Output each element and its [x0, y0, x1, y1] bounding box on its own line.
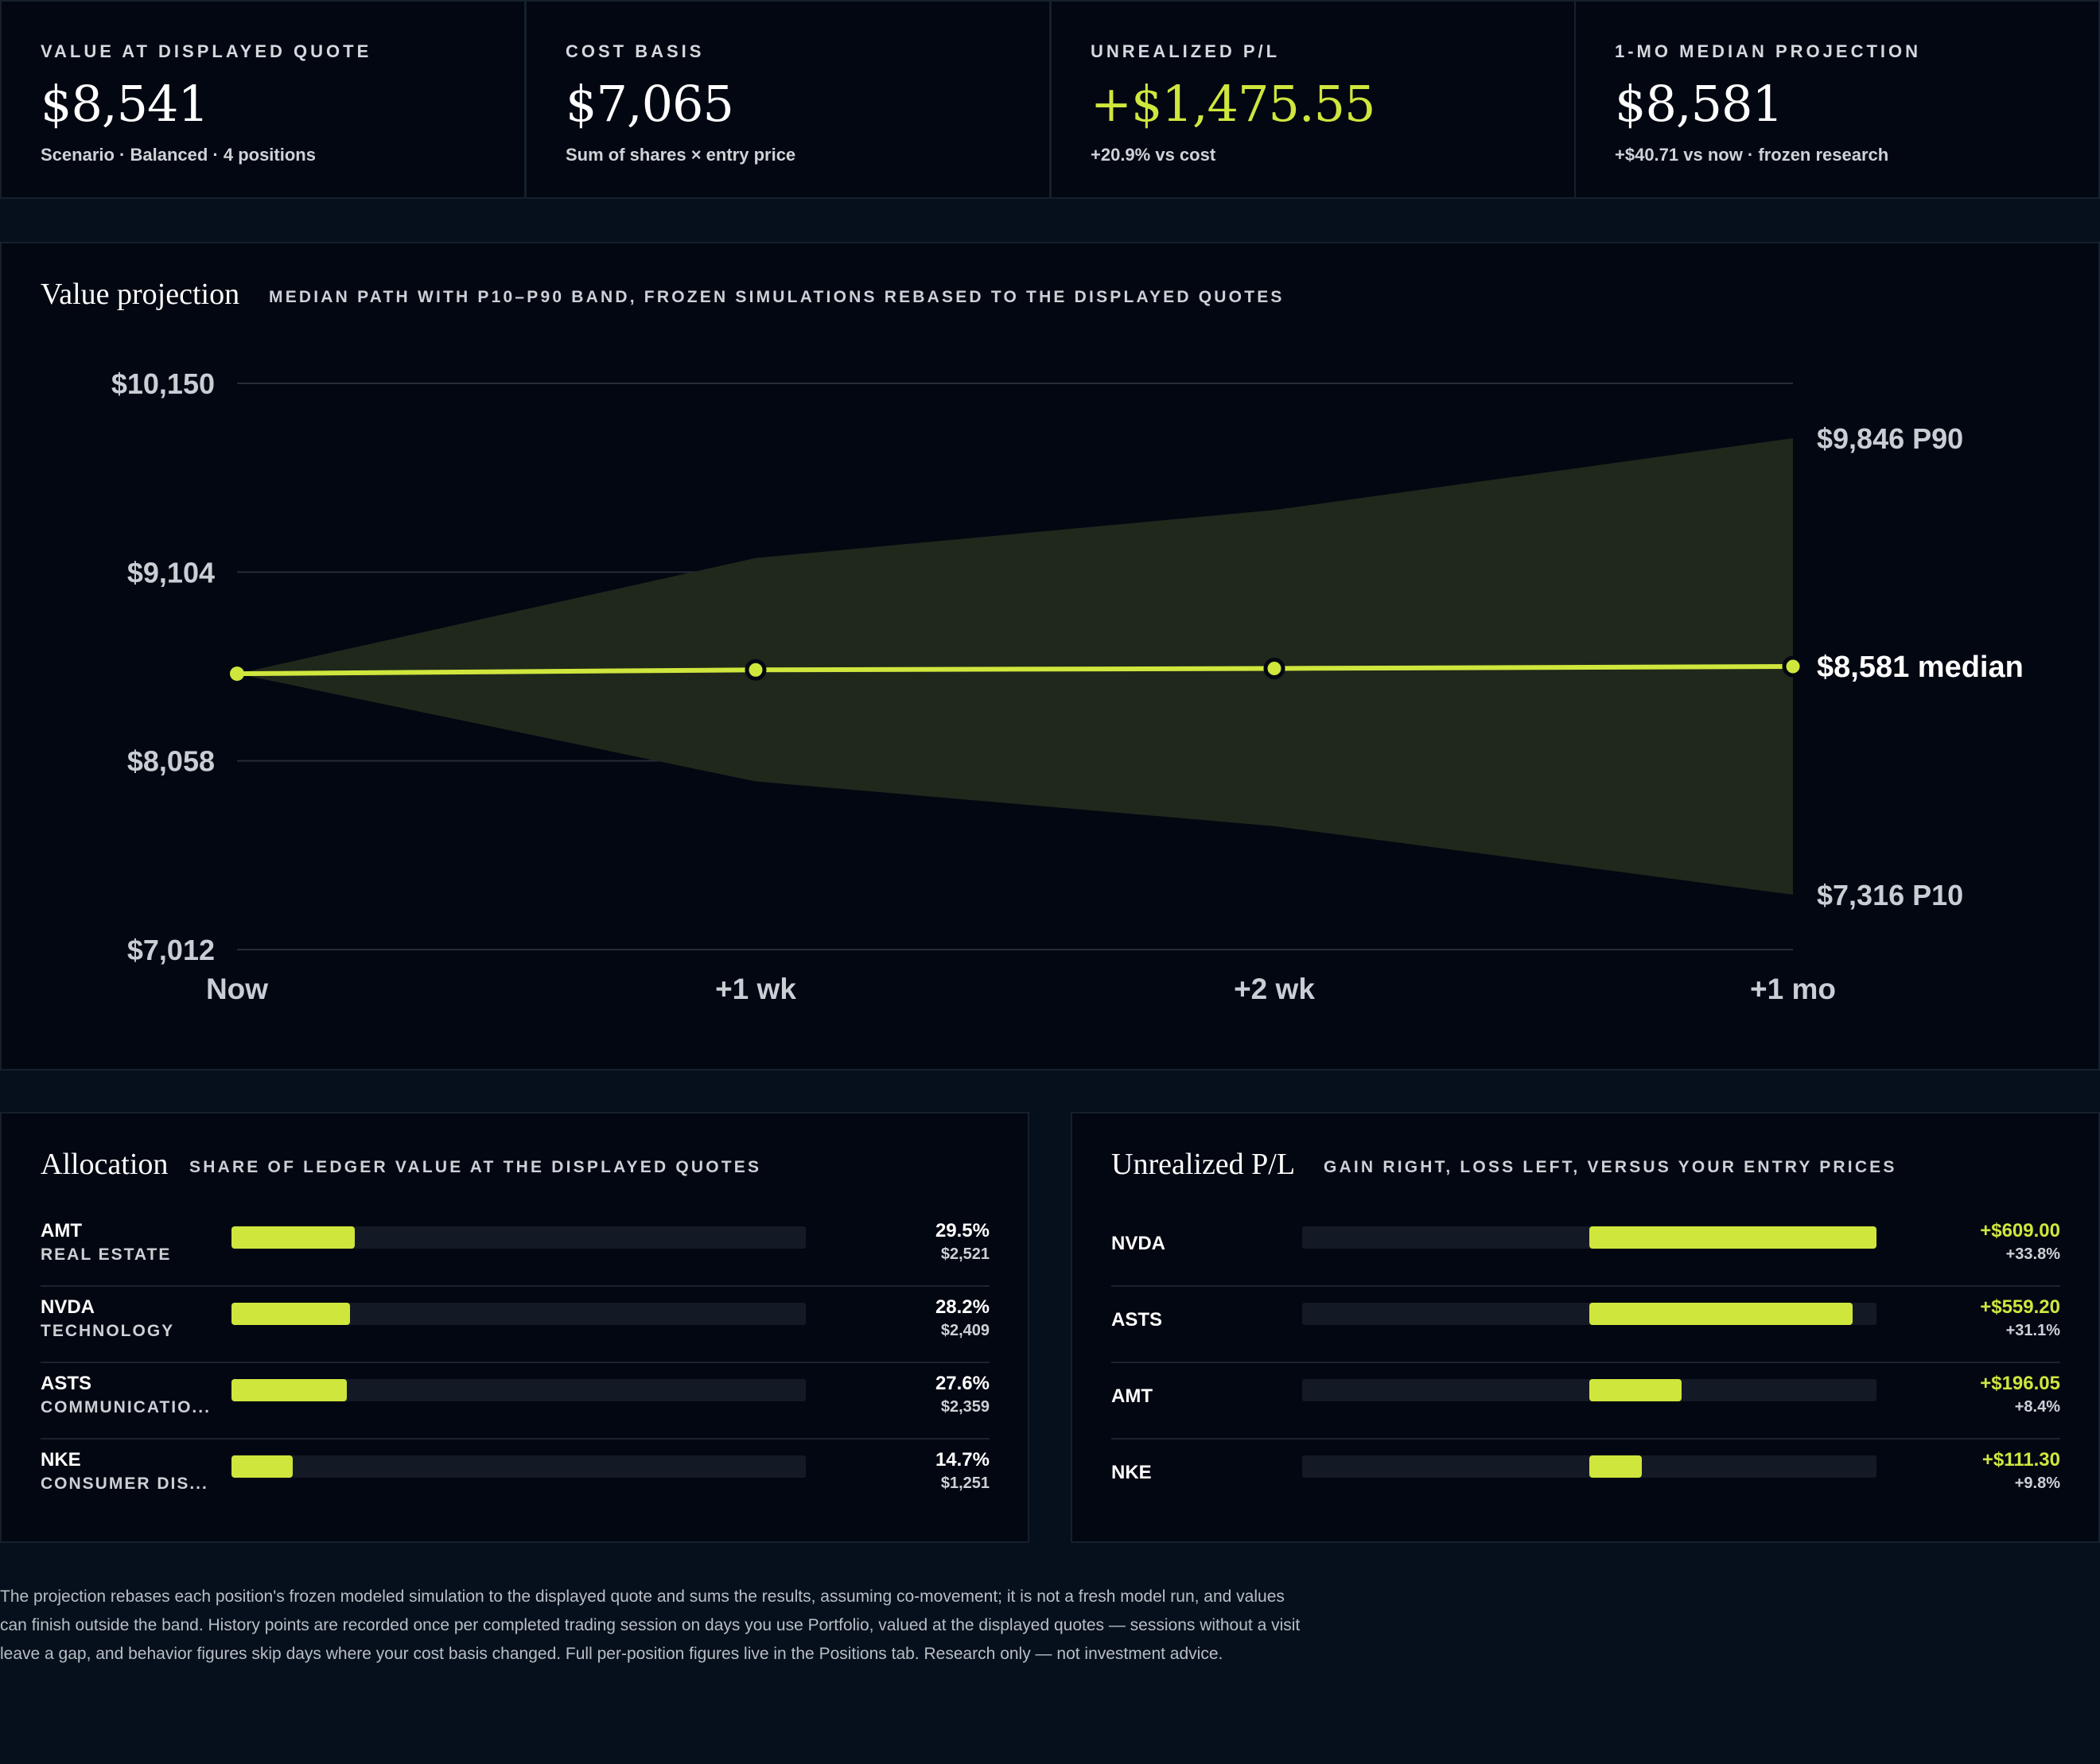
- allocation-row: NVDA TECHNOLOGY 28.2% $2,409: [2, 1292, 1028, 1368]
- ticker: NVDA: [1111, 1233, 1166, 1254]
- kpi-label: Unrealized P/L: [1091, 41, 1281, 61]
- pl-bar-fill: [1589, 1303, 1853, 1325]
- pl-bar-fill: [1589, 1455, 1642, 1478]
- y-tick-label: $7,012: [127, 934, 215, 966]
- kpi-sub: +20.9% vs cost: [1091, 145, 1216, 165]
- value-projection-panel: Value projection Median path with P10–P9…: [0, 242, 2100, 1070]
- x-tick-label: Now: [206, 973, 268, 1005]
- allocation-bar-track: [231, 1455, 806, 1478]
- pl-amount: +$196.05: [1980, 1373, 2060, 1394]
- row-divider: [41, 1362, 990, 1363]
- allocation-row: NKE CONSUMER DIS... 14.7% $1,251: [2, 1444, 1028, 1521]
- row-divider: [41, 1438, 990, 1440]
- kpi-label: 1-mo median projection: [1615, 41, 1922, 61]
- allocation-pct: 29.5%: [935, 1220, 990, 1241]
- kpi-sub: Scenario · Balanced · 4 positions: [41, 145, 316, 165]
- y-tick-label: $9,104: [127, 556, 215, 589]
- row-divider: [41, 1285, 990, 1287]
- sector: COMMUNICATIO...: [41, 1398, 211, 1416]
- kpi-value: $8,541: [41, 75, 209, 133]
- pl-amount: +$609.00: [1980, 1220, 2060, 1241]
- allocation-bar-fill: [231, 1455, 293, 1478]
- allocation-bar-fill: [231, 1379, 347, 1401]
- kpi-value: $7,065: [566, 75, 734, 133]
- median-point: [230, 666, 244, 682]
- ticker: NKE: [1111, 1462, 1152, 1483]
- allocation-panel: Allocation Share of ledger value at the …: [0, 1112, 1029, 1543]
- projection-chart: $10,150 $9,104 $8,058 $7,012 Now +1 wk +2 wk +…: [111, 367, 2024, 1005]
- p10-p90-band: [237, 437, 1793, 896]
- pl-pct: +9.8%: [2014, 1475, 2060, 1492]
- allocation-row: AMT REAL ESTATE 29.5% $2,521: [2, 1215, 1028, 1292]
- ticker: AMT: [1111, 1385, 1153, 1407]
- pl-bar-fill: [1589, 1226, 1876, 1249]
- ticker: NVDA: [41, 1296, 95, 1318]
- row-divider: [1111, 1438, 2060, 1440]
- kpi-sub: Sum of shares × entry price: [566, 145, 796, 165]
- row-divider: [1111, 1362, 2060, 1363]
- sector: TECHNOLOGY: [41, 1322, 175, 1340]
- allocation-bar-fill: [231, 1226, 355, 1249]
- pl-amount: +$559.20: [1980, 1296, 2060, 1318]
- median-line: [235, 664, 1795, 677]
- kpi-card-value: Value at displayed quote $8,541 Scenario…: [0, 0, 526, 199]
- allocation-value: $2,409: [940, 1322, 990, 1339]
- row-divider: [1111, 1285, 2060, 1287]
- pl-title: Unrealized P/L: [1111, 1148, 1296, 1181]
- x-tick-label: +2 wk: [1234, 973, 1315, 1005]
- median-point: [1263, 657, 1285, 679]
- pl-row: NKE +$111.30 +9.8%: [1072, 1444, 2098, 1521]
- median-point: [1782, 655, 1804, 678]
- y-tick-label: $8,058: [127, 745, 215, 778]
- pl-pct: +8.4%: [2014, 1398, 2060, 1416]
- ticker: ASTS: [1111, 1309, 1163, 1331]
- allocation-value: $2,359: [940, 1398, 990, 1416]
- sector: REAL ESTATE: [41, 1245, 172, 1264]
- x-tick-label: +1 mo: [1750, 973, 1836, 1005]
- kpi-sub: +$40.71 vs now · frozen research: [1615, 145, 1889, 165]
- allocation-value: $2,521: [940, 1245, 990, 1263]
- median-end-label: $8,581 median: [1817, 651, 2024, 684]
- unrealized-pl-panel: Unrealized P/L Gain right, loss left, ve…: [1071, 1112, 2100, 1543]
- projection-subtitle: Median path with P10–P90 band, frozen si…: [269, 288, 1285, 306]
- p10-end-label: $7,316 P10: [1817, 879, 1963, 911]
- allocation-pct: 27.6%: [935, 1373, 990, 1394]
- footnote: The projection rebases each position's f…: [0, 1587, 1301, 1663]
- allocation-pct: 28.2%: [935, 1296, 990, 1318]
- kpi-label: Value at displayed quote: [41, 41, 372, 61]
- allocation-value: $1,251: [940, 1475, 990, 1492]
- pl-row: AMT +$196.05 +8.4%: [1072, 1368, 2098, 1444]
- pl-pct: +33.8%: [2005, 1245, 2060, 1263]
- projection-title: Value projection: [41, 278, 240, 311]
- kpi-card-median-projection: 1-mo median projection $8,581 +$40.71 vs…: [1574, 0, 2100, 199]
- pl-amount: +$111.30: [1981, 1449, 2060, 1471]
- pl-subtitle: Gain right, loss left, versus your entry…: [1324, 1158, 1897, 1176]
- allocation-row: ASTS COMMUNICATIO... 27.6% $2,359: [2, 1368, 1028, 1444]
- kpi-value: $8,581: [1615, 75, 1783, 133]
- pl-pct: +31.1%: [2005, 1322, 2060, 1339]
- y-tick-label: $10,150: [111, 367, 215, 400]
- pl-bar-fill: [1589, 1379, 1682, 1401]
- median-point: [745, 659, 767, 681]
- sector: CONSUMER DIS...: [41, 1475, 208, 1493]
- kpi-label: Cost basis: [566, 41, 705, 61]
- allocation-subtitle: Share of ledger value at the displayed q…: [189, 1158, 762, 1176]
- ticker: ASTS: [41, 1373, 92, 1394]
- allocation-pct: 14.7%: [935, 1449, 990, 1471]
- x-tick-label: +1 wk: [715, 973, 796, 1005]
- ticker: AMT: [41, 1220, 82, 1241]
- kpi-value: +$1,475.55: [1091, 75, 1375, 133]
- pl-row: ASTS +$559.20 +31.1%: [1072, 1292, 2098, 1368]
- kpi-card-cost-basis: Cost basis $7,065 Sum of shares × entry …: [525, 0, 1051, 199]
- kpi-card-unrealized-pl: Unrealized P/L +$1,475.55 +20.9% vs cost: [1050, 0, 1576, 199]
- allocation-bar-fill: [231, 1303, 350, 1325]
- pl-row: NVDA +$609.00 +33.8%: [1072, 1215, 2098, 1292]
- p90-end-label: $9,846 P90: [1817, 422, 1963, 455]
- allocation-title: Allocation: [41, 1148, 169, 1181]
- ticker: NKE: [41, 1449, 81, 1471]
